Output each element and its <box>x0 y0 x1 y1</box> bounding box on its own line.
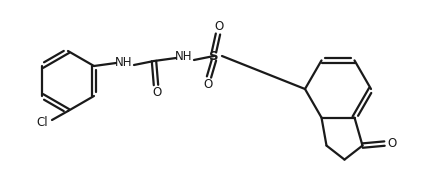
Text: Cl: Cl <box>36 116 48 129</box>
Text: O: O <box>203 78 213 91</box>
Text: O: O <box>153 87 162 100</box>
Text: S: S <box>209 50 219 63</box>
Text: NH: NH <box>115 55 133 68</box>
Text: O: O <box>215 19 224 32</box>
Text: O: O <box>388 137 397 150</box>
Text: NH: NH <box>175 51 193 64</box>
